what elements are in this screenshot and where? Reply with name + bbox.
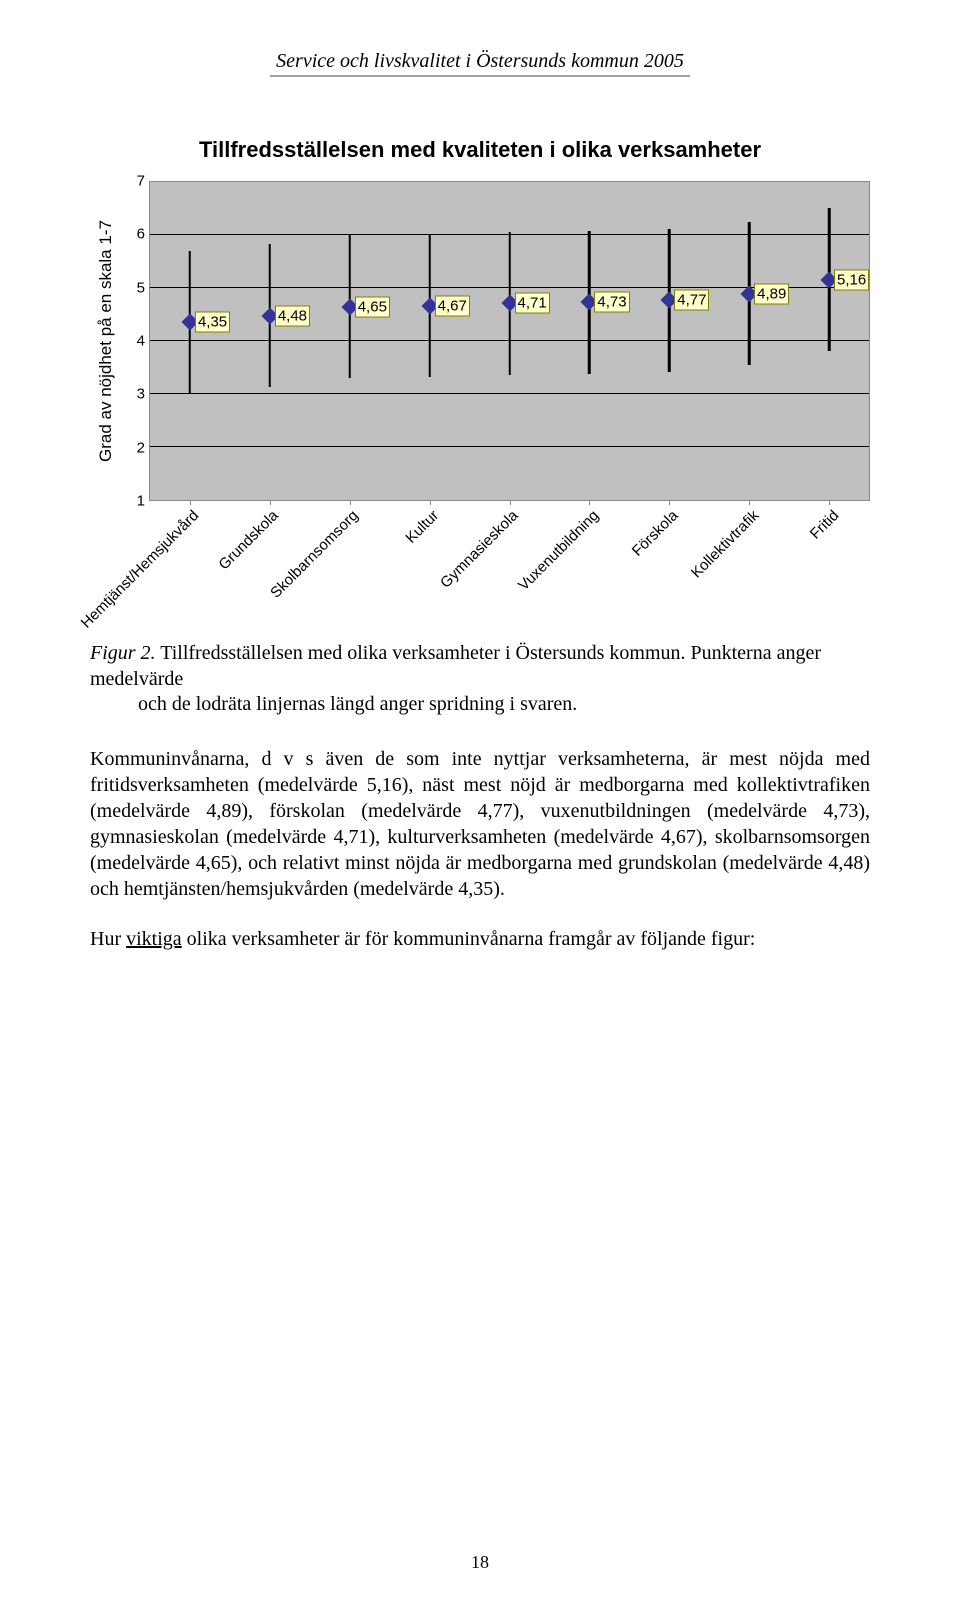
gridline bbox=[150, 446, 869, 447]
caption-line2: och de lodräta linjernas längd anger spr… bbox=[90, 692, 870, 718]
chart-title: Tillfredsställelsen med kvaliteten i oli… bbox=[90, 137, 870, 163]
x-tick-label: Gymnasieskola bbox=[437, 507, 522, 592]
x-tick-label: Förskola bbox=[629, 507, 682, 560]
x-tick-label: Kultur bbox=[402, 507, 442, 547]
y-tick-label: 3 bbox=[137, 386, 145, 403]
y-axis: 1234567 bbox=[122, 181, 150, 501]
caption-line1: Tillfredsställelsen med olika verksamhet… bbox=[90, 642, 821, 690]
y-axis-label: Grad av nöjdhet på en skala 1-7 bbox=[90, 181, 122, 501]
y-tick-label: 1 bbox=[137, 493, 145, 510]
value-label: 4,48 bbox=[275, 305, 310, 326]
x-axis: Hemtjänst/HemsjukvårdGrundskolaSkolbarns… bbox=[150, 501, 870, 621]
x-tick-label: Vuxenutbildning bbox=[515, 507, 602, 594]
y-tick-label: 4 bbox=[137, 333, 145, 350]
value-label: 4,89 bbox=[754, 283, 789, 304]
x-tick-label: Kollektivtrafik bbox=[688, 507, 763, 582]
value-label: 5,16 bbox=[834, 269, 869, 290]
header-rule bbox=[270, 75, 690, 77]
page-number: 18 bbox=[0, 1552, 960, 1573]
y-tick-label: 6 bbox=[137, 226, 145, 243]
chart: Grad av nöjdhet på en skala 1-7 1234567 … bbox=[90, 181, 870, 621]
gridline bbox=[150, 393, 869, 394]
body-paragraph-1: Kommuninvånarna, d v s även de som inte … bbox=[90, 746, 870, 902]
value-label: 4,71 bbox=[515, 293, 550, 314]
value-label: 4,73 bbox=[594, 292, 629, 313]
x-tick-label: Skolbarnsomsorg bbox=[267, 507, 362, 602]
running-header: Service och livskvalitet i Östersunds ko… bbox=[90, 50, 870, 73]
value-label: 4,65 bbox=[355, 296, 390, 317]
para2-pre: Hur bbox=[90, 928, 126, 950]
y-tick-label: 2 bbox=[137, 439, 145, 456]
x-tick-label: Fritid bbox=[806, 507, 842, 543]
figure-caption: Figur 2. Tillfredsställelsen med olika v… bbox=[90, 641, 870, 718]
para2-post: olika verksamheter är för kommuninvånarn… bbox=[182, 928, 756, 950]
figure-number: Figur 2. bbox=[90, 642, 156, 664]
value-label: 4,77 bbox=[674, 290, 709, 311]
value-label: 4,67 bbox=[435, 295, 470, 316]
y-tick-label: 5 bbox=[137, 279, 145, 296]
y-tick-label: 7 bbox=[137, 173, 145, 190]
x-tick-label: Grundskola bbox=[216, 507, 282, 573]
value-label: 4,35 bbox=[195, 312, 230, 333]
plot-area: 4,35 4,48 4,65 4,67 4,71 4,73 4,77 4,89 5,16 bbox=[150, 181, 870, 501]
para2-underline: viktiga bbox=[126, 928, 182, 950]
body-paragraph-2: Hur viktiga olika verksamheter är för ko… bbox=[90, 926, 870, 952]
x-tick-label: Hemtjänst/Hemsjukvård bbox=[77, 507, 202, 632]
